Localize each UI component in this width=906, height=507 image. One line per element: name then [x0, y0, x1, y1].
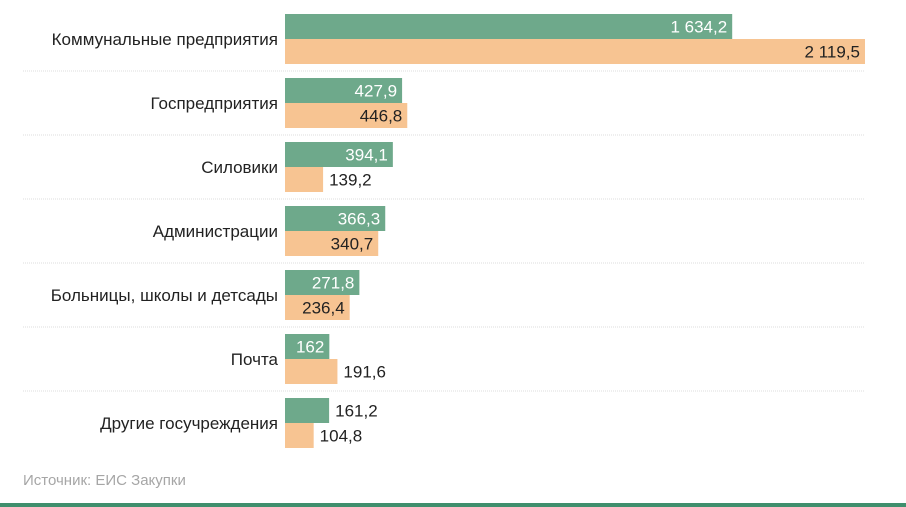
data-label: 427,9 [355, 82, 398, 101]
category-label: Другие госучреждения [100, 414, 278, 433]
data-label: 236,4 [302, 299, 345, 318]
bottom-rule [0, 503, 906, 507]
bar-series-2 [285, 167, 324, 192]
data-label: 394,1 [345, 146, 388, 165]
category-label: Госпредприятия [150, 94, 278, 113]
data-label: 366,3 [338, 210, 381, 229]
data-label: 2 119,5 [805, 43, 860, 62]
category-label: Администрации [153, 222, 278, 241]
bar-chart: Коммунальные предприятия 1 634,2 2 119,5 Го… [23, 14, 865, 448]
data-label: 139,2 [329, 171, 372, 190]
bar-series-2 [285, 231, 379, 256]
source-note: Источник: ЕИС Закупки [23, 472, 186, 489]
bar-series-2 [285, 103, 408, 128]
data-label: 161,2 [335, 402, 378, 421]
bar-series-1 [285, 270, 360, 295]
bar-series-1 [285, 142, 393, 167]
category-label: Почта [231, 350, 279, 369]
bar-series-2 [285, 39, 865, 64]
category-label: Больницы, школы и детсады [51, 286, 278, 305]
data-label: 191,6 [343, 363, 386, 382]
category-label: Силовики [201, 158, 278, 177]
bar-series-1 [285, 398, 330, 423]
data-label: 104,8 [320, 427, 363, 446]
data-label: 1 634,2 [670, 18, 727, 37]
bar-series-1 [285, 334, 330, 359]
data-label: 162 [296, 338, 324, 357]
data-label: 340,7 [331, 235, 374, 254]
category-label: Коммунальные предприятия [52, 30, 278, 49]
bar-series-2 [285, 423, 314, 448]
bar-series-1 [285, 206, 386, 231]
bar-series-2 [285, 359, 338, 384]
bar-series-1 [285, 14, 733, 39]
data-label: 271,8 [312, 274, 355, 293]
bar-series-2 [285, 295, 350, 320]
data-label: 446,8 [360, 107, 403, 126]
bar-series-1 [285, 78, 403, 103]
